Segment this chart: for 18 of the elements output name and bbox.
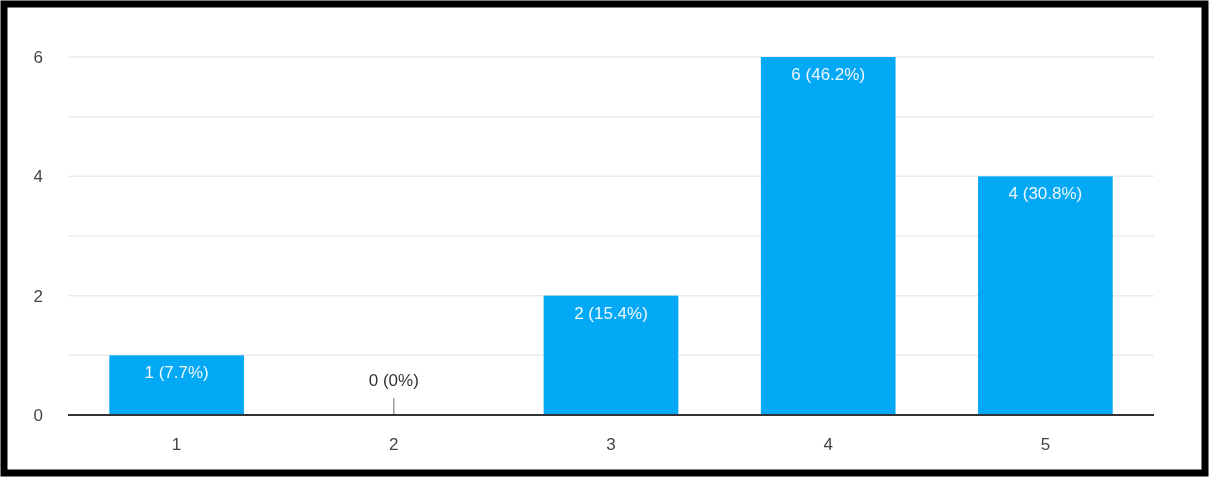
- bar: [543, 295, 679, 415]
- data-label: 4 (30.8%): [1008, 184, 1083, 204]
- x-tick-label: 4: [823, 435, 833, 454]
- x-tick-label: 5: [1040, 435, 1051, 454]
- data-label: 1 (7.7%): [144, 363, 209, 383]
- y-tick-label: 4: [33, 167, 43, 187]
- x-tick-label: 3: [606, 435, 616, 454]
- x-tick-label: 2: [389, 435, 399, 454]
- x-tick-label: 1: [171, 435, 182, 454]
- data-label: 0 (0%): [368, 371, 419, 390]
- bar: [978, 176, 1113, 415]
- y-tick-label: 0: [33, 405, 43, 425]
- bar: [109, 355, 244, 415]
- bar: [760, 57, 896, 415]
- data-label: 2 (15.4%): [574, 303, 648, 323]
- data-label: 6 (46.2%): [791, 65, 866, 84]
- y-tick-label: 6: [33, 47, 43, 67]
- y-tick-label: 2: [33, 286, 43, 306]
